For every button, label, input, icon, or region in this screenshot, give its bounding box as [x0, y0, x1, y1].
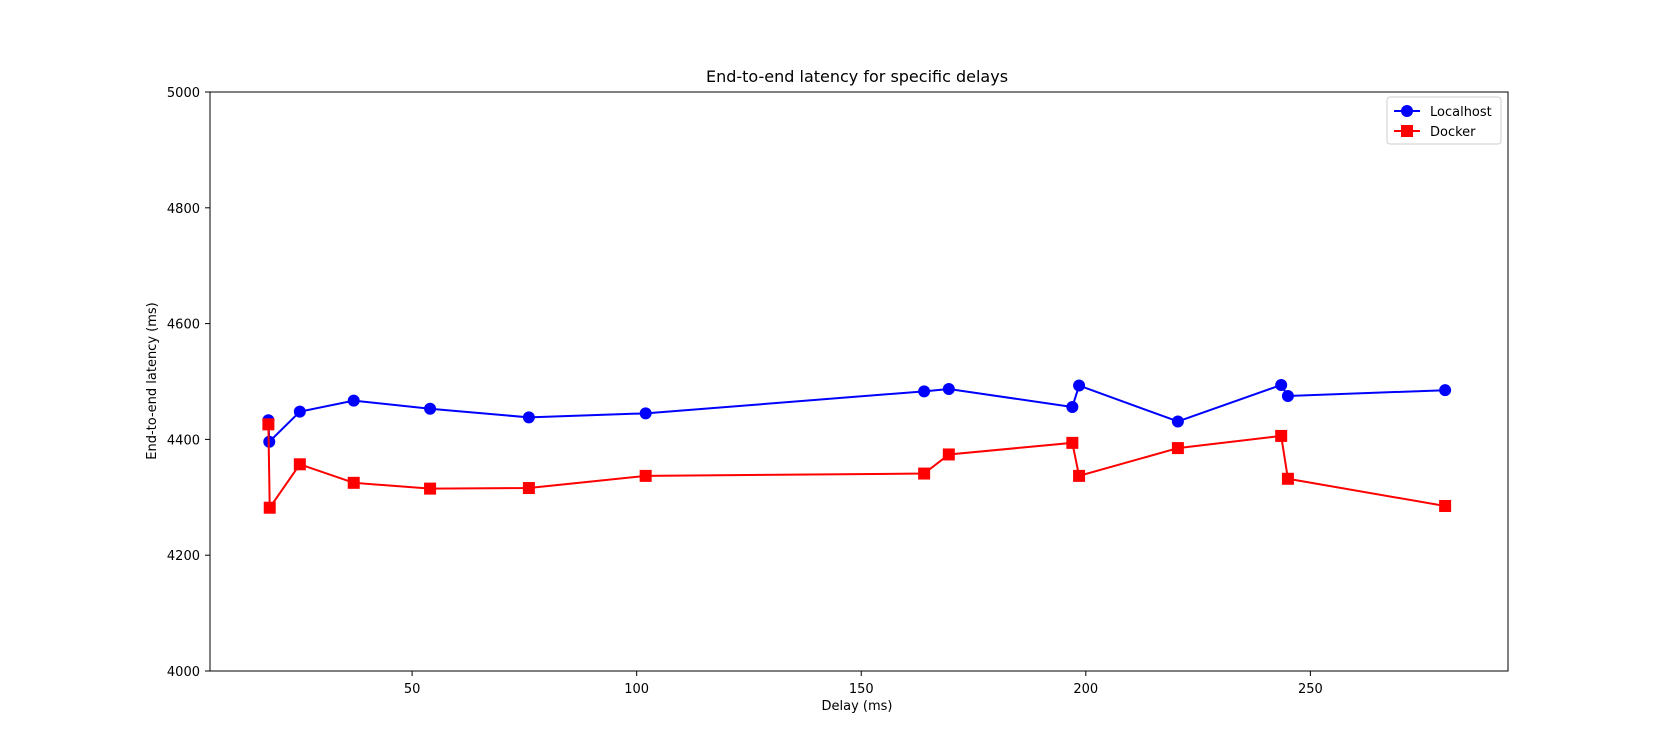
legend-label-localhost: Localhost — [1430, 105, 1492, 120]
localhost-data-point — [522, 411, 535, 424]
legend-box — [1386, 96, 1502, 145]
localhost-data-point — [639, 407, 652, 420]
x-tick-label: 100 — [624, 682, 649, 697]
x-axis-label: Delay (ms) — [822, 699, 893, 714]
y-tick-label: 5000 — [167, 86, 200, 101]
y-tick-label: 4200 — [167, 549, 200, 564]
localhost-data-point — [347, 394, 360, 407]
localhost-data-point — [293, 405, 306, 418]
docker-data-point — [1171, 442, 1184, 455]
docker-data-point — [918, 467, 931, 480]
docker-data-point — [1439, 499, 1452, 512]
legend-marker-docker — [1401, 125, 1413, 137]
legend-marker-localhost — [1401, 105, 1413, 117]
y-axis-label: End-to-end latency (ms) — [145, 302, 160, 459]
docker-data-point — [639, 469, 652, 482]
y-axis: 4000 4200 4400 4600 4800 5000 — [167, 86, 210, 680]
y-tick-label: 4400 — [167, 433, 200, 448]
docker-data-point — [1275, 429, 1288, 442]
localhost-data-point — [424, 402, 437, 415]
localhost-data-point — [1066, 400, 1079, 413]
chart-title: End-to-end latency for specific delays — [706, 67, 1008, 86]
docker-data-point — [293, 458, 306, 471]
legend-label-docker: Docker — [1430, 125, 1476, 140]
docker-data-point — [347, 476, 360, 489]
y-tick-label: 4000 — [167, 665, 200, 680]
docker-data-point — [1281, 472, 1294, 485]
legend: Localhost Docker — [1386, 96, 1502, 145]
x-tick-label: 200 — [1073, 682, 1098, 697]
docker-data-point — [522, 482, 535, 495]
docker-data-point — [263, 501, 276, 514]
docker-data-point — [1073, 469, 1086, 482]
y-tick-label: 4800 — [167, 202, 200, 217]
docker-data-point — [1066, 436, 1079, 449]
x-tick-label: 50 — [404, 682, 421, 697]
plot-area — [209, 91, 1509, 672]
plot-frame — [209, 91, 1509, 672]
localhost-data-point — [1281, 389, 1294, 402]
localhost-data-point — [1073, 379, 1086, 392]
docker-data-point — [262, 418, 275, 431]
x-tick-label: 150 — [849, 682, 874, 697]
x-tick-label: 250 — [1298, 682, 1323, 697]
localhost-data-point — [942, 383, 955, 396]
localhost-data-point — [1171, 415, 1184, 428]
docker-data-point — [942, 448, 955, 461]
localhost-data-point — [918, 385, 931, 398]
localhost-data-point — [1439, 384, 1452, 397]
localhost-data-point — [1275, 378, 1288, 391]
x-axis: 50 100 150 200 250 — [404, 671, 1323, 697]
y-tick-label: 4600 — [167, 318, 200, 333]
docker-data-point — [424, 482, 437, 495]
series-layer — [262, 378, 1452, 514]
